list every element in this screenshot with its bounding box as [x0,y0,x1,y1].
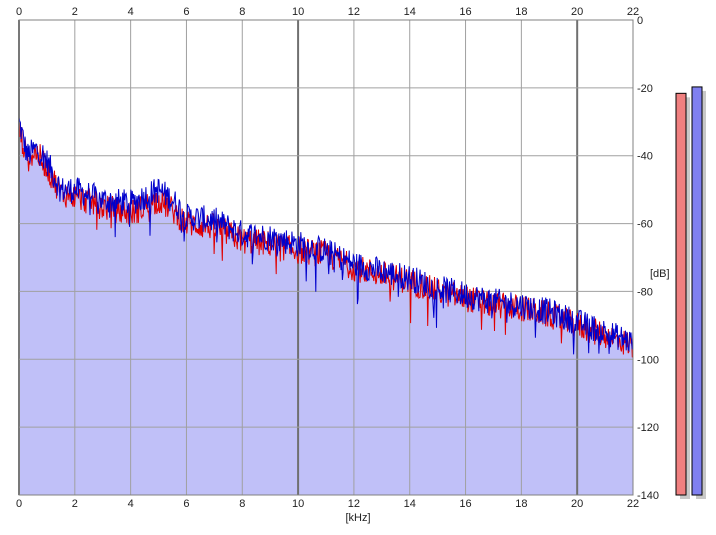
x-tick-label-top: 16 [459,6,471,18]
x-tick-label-bottom: 20 [571,498,583,510]
x-tick-label-bottom: 10 [292,498,304,510]
y-tick-label: 0 [637,15,643,27]
x-tick-label-top: 6 [183,6,189,18]
y-tick-label: -40 [637,151,653,163]
x-tick-label-top: 18 [515,6,527,18]
x-axis-unit-label: [kHz] [345,512,370,524]
x-tick-label-bottom: 0 [16,498,22,510]
x-tick-label-bottom: 8 [239,498,245,510]
right-level-meter [691,86,703,496]
x-tick-label-top: 22 [627,6,639,18]
x-axis-ticks-top: 0 2 4 6 8 10 12 14 16 18 20 22 [16,6,639,18]
x-tick-label-bottom: 6 [183,498,189,510]
y-axis-ticks: 0 -20 -40 -60 -80 -100 -120 -140 [637,15,659,502]
x-tick-label-top: 20 [571,6,583,18]
y-tick-label: -60 [637,219,653,231]
x-tick-label-top: 12 [348,6,360,18]
left-channel-spectrum-line [18,122,634,358]
x-tick-label-top: 14 [404,6,416,18]
plot-frame [18,19,634,496]
x-tick-label-bottom: 4 [128,498,134,510]
y-tick-label: -120 [637,422,659,434]
x-tick-label-bottom: 22 [627,498,639,510]
y-tick-label: -80 [637,286,653,298]
x-tick-label-bottom: 12 [348,498,360,510]
right-channel-spectrum-line [18,117,634,355]
x-tick-label-bottom: 18 [515,498,527,510]
x-tick-label-top: 4 [128,6,134,18]
y-axis-unit-label: [dB] [650,268,670,280]
x-tick-label-bottom: 14 [404,498,416,510]
x-tick-label-top: 10 [292,6,304,18]
y-tick-label: -20 [637,83,653,95]
level-meters [675,86,706,500]
x-tick-label-top: 2 [72,6,78,18]
y-tick-label: -140 [637,490,659,502]
left-level-meter [675,92,687,496]
y-tick-label: -100 [637,354,659,366]
x-tick-label-bottom: 16 [459,498,471,510]
x-tick-label-top: 0 [16,6,22,18]
x-tick-label-bottom: 2 [72,498,78,510]
x-axis-ticks-bottom: 0 2 4 6 8 10 12 14 16 18 20 22 [16,498,639,510]
x-tick-label-top: 8 [239,6,245,18]
